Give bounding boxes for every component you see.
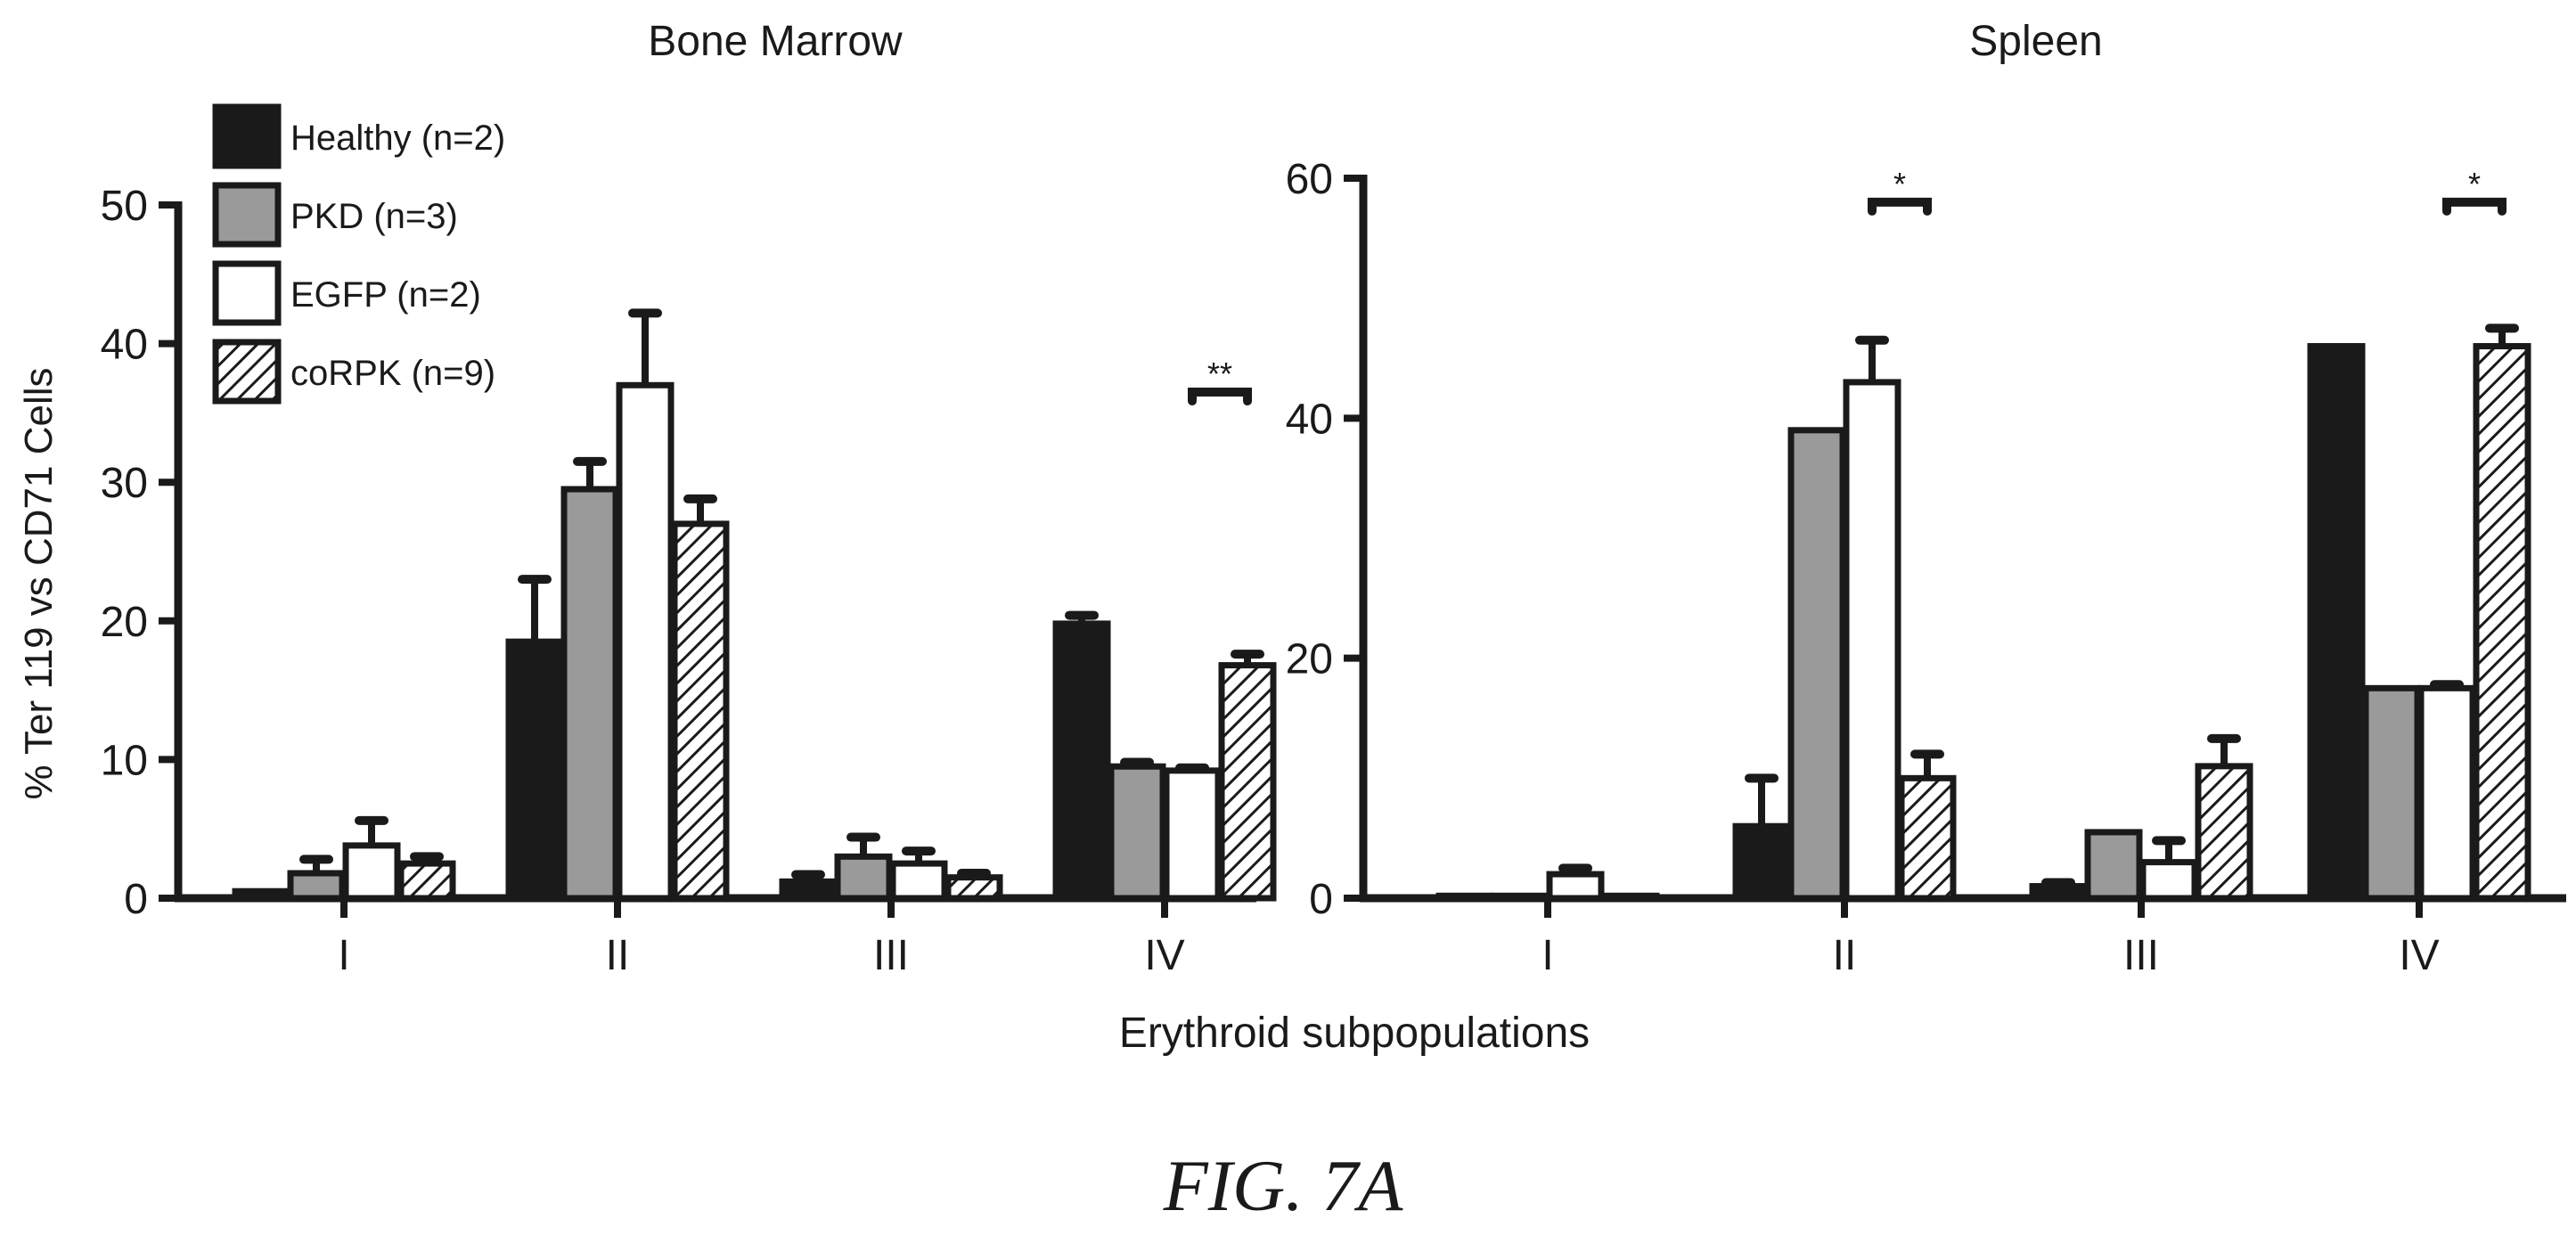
sp-y-tick-label: 20 bbox=[1286, 636, 1333, 683]
bm-significance-bracket bbox=[1188, 388, 1252, 406]
legend-swatch bbox=[212, 260, 282, 326]
bm-bar bbox=[1163, 767, 1222, 902]
figure-caption: FIG. 7A bbox=[1163, 1145, 1404, 1226]
legend-label: EGFP (n=2) bbox=[290, 275, 481, 315]
sp-bar bbox=[2195, 763, 2253, 902]
sp-bar bbox=[2307, 343, 2366, 902]
sp-bar bbox=[2417, 684, 2476, 902]
sp-x-tick-label: III bbox=[2123, 932, 2159, 979]
bm-bar bbox=[1052, 620, 1111, 902]
bm-bar bbox=[834, 853, 893, 902]
bm-bar bbox=[287, 870, 346, 902]
x-axis-label: Erythroid subpopulations bbox=[1119, 1010, 1590, 1057]
legend-label: PKD (n=3) bbox=[290, 197, 458, 236]
bm-bar bbox=[1108, 763, 1166, 902]
legend: Healthy (n=2) PKD (n=3) EGFP (n=2) coRPK (n… bbox=[212, 103, 505, 405]
bm-y-tick-label: 20 bbox=[101, 599, 148, 646]
legend-label: Healthy (n=2) bbox=[290, 119, 505, 158]
sp-significance-bracket bbox=[1868, 197, 1932, 216]
y-axis-label: % Ter 119 vs CD71 Cells bbox=[17, 367, 61, 799]
sp-bar bbox=[1491, 892, 1550, 902]
sp-bar bbox=[1435, 892, 1494, 902]
sp-bar bbox=[2029, 883, 2088, 902]
sp-y-tick-label: 0 bbox=[1309, 876, 1333, 923]
bm-bar bbox=[671, 520, 730, 902]
sp-bar bbox=[1546, 871, 1605, 902]
sp-bar bbox=[2084, 829, 2143, 902]
bm-significance-label: ** bbox=[1207, 356, 1232, 392]
sp-x-tick-label: II bbox=[1833, 932, 1857, 979]
bm-bar bbox=[1218, 662, 1277, 902]
sp-bar bbox=[1601, 892, 1660, 902]
sp-significance-label: * bbox=[1893, 166, 1906, 202]
sp-y-tick-label: 40 bbox=[1286, 396, 1333, 443]
sp-bar bbox=[1843, 379, 1901, 902]
bm-y-tick-label: 10 bbox=[101, 737, 148, 784]
bm-y-tick-label: 0 bbox=[124, 876, 148, 923]
legend-label: coRPK (n=9) bbox=[290, 354, 495, 393]
bm-bar bbox=[945, 874, 1003, 902]
bm-bar bbox=[560, 486, 619, 902]
bm-x-tick-label: I bbox=[338, 932, 349, 979]
bm-y-tick-label: 40 bbox=[101, 322, 148, 369]
sp-bar bbox=[2362, 684, 2421, 902]
sp-bar bbox=[2473, 343, 2531, 902]
sp-x-tick-label: IV bbox=[2399, 932, 2439, 979]
bm-bar bbox=[505, 638, 564, 902]
bm-y-tick-label: 30 bbox=[101, 460, 148, 507]
bm-bar bbox=[232, 887, 290, 902]
bm-bar bbox=[342, 842, 401, 902]
bm-x-tick-label: II bbox=[606, 932, 630, 979]
legend-swatch bbox=[212, 103, 282, 169]
sp-bar bbox=[1787, 427, 1846, 902]
bm-bar bbox=[616, 381, 675, 902]
sp-x-tick-label: I bbox=[1542, 932, 1553, 979]
bm-bar bbox=[889, 860, 948, 902]
bm-y-tick-label: 50 bbox=[101, 183, 148, 230]
sp-y-tick-label: 60 bbox=[1286, 156, 1333, 203]
sp-significance-bracket bbox=[2442, 197, 2506, 216]
legend-swatch bbox=[212, 182, 282, 248]
bm-bar bbox=[397, 860, 456, 902]
bone-marrow-title: Bone Marrow bbox=[648, 18, 903, 65]
sp-significance-label: * bbox=[2468, 166, 2481, 202]
spleen-title: Spleen bbox=[1969, 18, 2102, 65]
bm-bar bbox=[779, 878, 838, 902]
bm-x-tick-label: IV bbox=[1144, 932, 1184, 979]
sp-bar bbox=[2139, 859, 2198, 902]
legend-swatch bbox=[212, 339, 282, 405]
sp-bar bbox=[1732, 822, 1791, 902]
sp-bar bbox=[1898, 774, 1957, 902]
bm-x-tick-label: III bbox=[873, 932, 909, 979]
